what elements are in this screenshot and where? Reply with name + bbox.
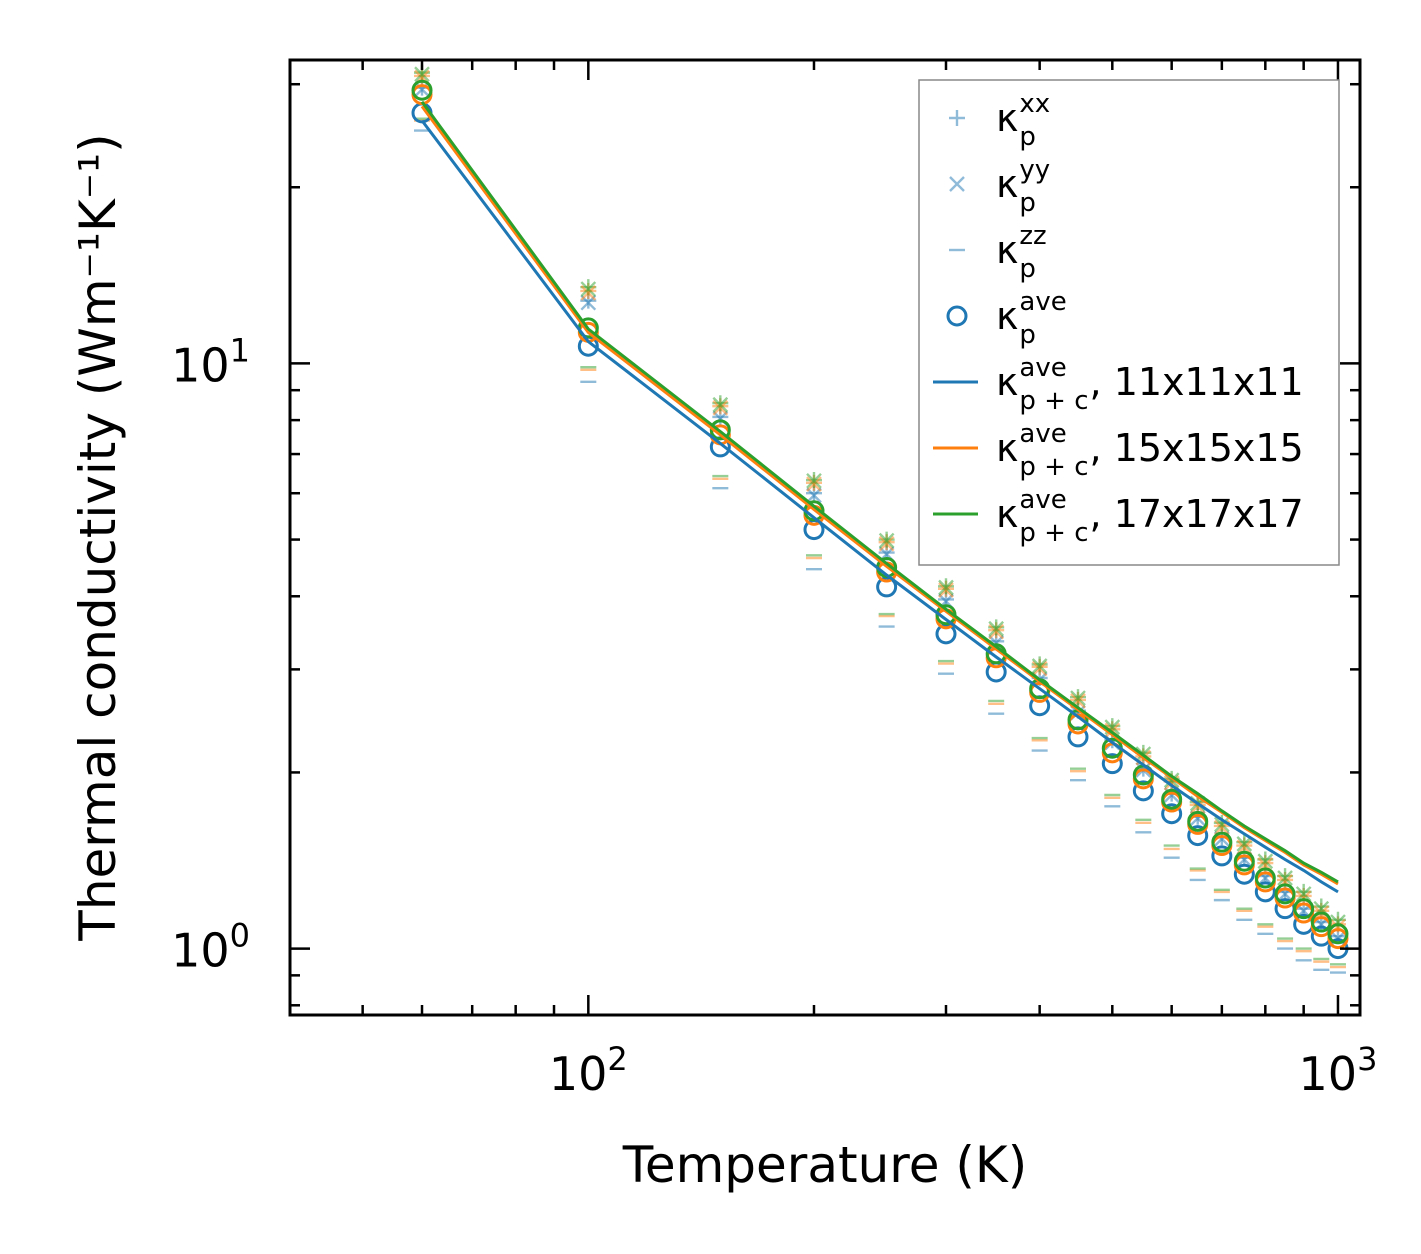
x-point	[1277, 870, 1293, 886]
x-point	[1257, 853, 1274, 870]
x-tick-label-exponent: 3	[1357, 1040, 1377, 1078]
x-point	[1295, 886, 1312, 902]
y-tick-label-exponent: 0	[230, 917, 250, 955]
circle-point	[1310, 911, 1332, 933]
legend-label-base: κ	[996, 294, 1018, 338]
circle-point	[1161, 803, 1183, 825]
x-point	[1214, 816, 1230, 833]
legend-label-base: κ	[996, 492, 1018, 536]
y-axis-label: Thermal conductivity (Wm⁻¹K⁻¹)	[69, 133, 127, 941]
x-tick-label: 102	[549, 1040, 628, 1101]
circle-point	[1274, 883, 1296, 905]
legend-label-base: κ	[996, 96, 1018, 140]
x-point	[988, 623, 1005, 640]
x-tick-label-exponent: 2	[607, 1040, 627, 1078]
legend-label-sup: ave	[1019, 485, 1066, 515]
legend-label: κyy p	[996, 155, 1050, 218]
legend-label-sup: zz	[1019, 221, 1046, 251]
legend-label-sup: xx	[1019, 89, 1050, 119]
x-tick-label: 103	[1299, 1040, 1378, 1101]
circle-point	[1187, 810, 1209, 832]
circle-point	[1233, 850, 1255, 872]
y-tick-label-base: 10	[171, 924, 230, 978]
legend-box	[918, 79, 1340, 566]
legend-label-suffix: , 17x17x17	[1090, 492, 1304, 536]
legend-label-sup: ave	[1019, 287, 1066, 317]
y-tick-label-base: 10	[171, 338, 230, 392]
circle-point	[1254, 881, 1276, 903]
legend-marker-x	[949, 176, 965, 192]
legend-label-base: κ	[996, 228, 1018, 272]
x-point	[938, 579, 954, 596]
x-point	[938, 582, 954, 598]
y-tick-label: 101	[171, 331, 250, 392]
circle-point	[1254, 867, 1276, 889]
y-tick-label-exponent: 1	[230, 331, 250, 369]
x-point	[414, 81, 430, 98]
x-tick-label-base: 10	[549, 1047, 608, 1101]
legend-label-suffix: , 15x15x15	[1090, 426, 1304, 470]
x-point	[878, 532, 895, 549]
legend-label-base: κ	[996, 162, 1018, 206]
x-point	[988, 620, 1005, 637]
x-point	[806, 476, 822, 492]
circle-point	[1293, 898, 1315, 920]
x-point	[1031, 658, 1048, 674]
series-line	[420, 100, 1339, 884]
legend-label: κave p + c, 17x17x17	[996, 485, 1304, 548]
circle-point	[1211, 845, 1233, 867]
legend-label-sub: p	[1019, 188, 1036, 218]
legend-label-sub: p	[1019, 320, 1036, 350]
legend-label-sup: ave	[1019, 353, 1066, 383]
legend-label: κave p + c, 15x15x15	[996, 419, 1304, 482]
legend-marker-plus	[949, 110, 965, 126]
legend-label-sup: ave	[1019, 419, 1066, 449]
legend-label-sup: yy	[1019, 155, 1050, 185]
legend-label: κzz p	[996, 221, 1047, 284]
legend-label-sub: p + c	[1019, 518, 1088, 548]
x-point	[806, 472, 822, 489]
legend-label-sub: p + c	[1019, 386, 1088, 416]
x-point	[878, 535, 895, 552]
series-hline	[414, 117, 1346, 974]
legend-label-suffix: , 11x11x11	[1090, 360, 1304, 404]
circle-point	[1327, 923, 1349, 945]
circle-point	[709, 419, 731, 441]
series-line	[420, 119, 1339, 894]
circle-point	[1132, 780, 1154, 802]
legend-marker-circle	[946, 305, 968, 327]
legend-label-sub: p	[1019, 254, 1036, 284]
circle-point	[1101, 753, 1123, 775]
legend-label-sub: p	[1019, 122, 1036, 152]
x-point	[414, 66, 430, 83]
legend-label: κave p	[996, 287, 1067, 350]
circle-point	[1211, 831, 1233, 853]
legend-label-base: κ	[996, 360, 1018, 404]
circle-point	[1161, 788, 1183, 810]
legend-label-base: κ	[996, 426, 1018, 470]
plot-area	[411, 64, 1349, 974]
x-axis-label: Temperature (K)	[622, 1136, 1027, 1194]
x-point	[806, 487, 822, 504]
x-point	[580, 281, 597, 297]
x-point	[1031, 660, 1048, 677]
x-tick-label-base: 10	[1299, 1047, 1358, 1101]
x-point	[712, 399, 729, 416]
circle-point	[1233, 863, 1255, 885]
circle-point	[411, 79, 433, 101]
axis-labels: Temperature (K) Thermal conductivity (Wm…	[69, 133, 1027, 1194]
x-point	[1236, 835, 1253, 852]
circle-point	[1187, 825, 1209, 847]
axes-frame	[288, 58, 1362, 1017]
y-tick-label: 100	[171, 917, 250, 978]
x-point	[712, 396, 729, 413]
x-point	[580, 285, 597, 301]
legend-label: κxx p	[996, 89, 1050, 152]
legend-label: κave p + c, 11x11x11	[996, 353, 1304, 416]
legend-label-sub: p + c	[1019, 452, 1088, 482]
